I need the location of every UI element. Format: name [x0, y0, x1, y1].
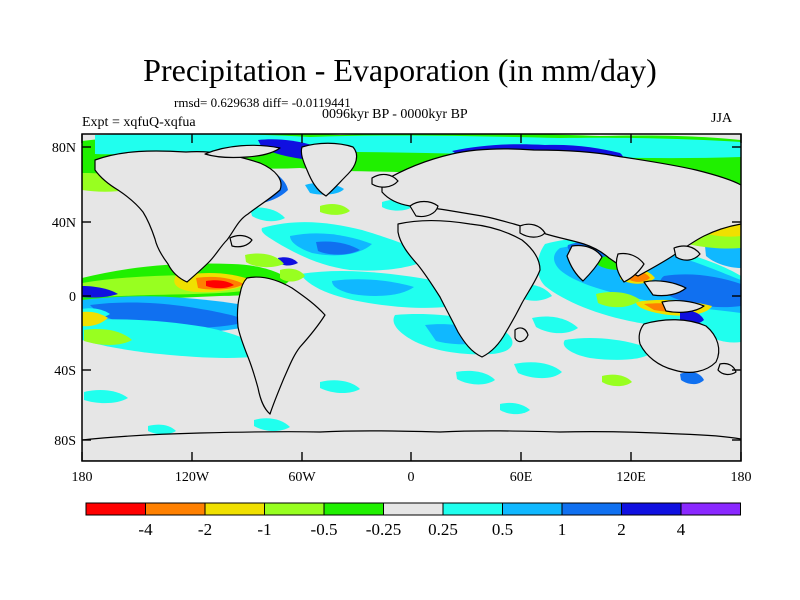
period-text: 0096kyr BP - 0000kyr BP — [322, 107, 468, 122]
colorbar-label-3: -0.5 — [311, 520, 338, 539]
colorbar-label-1: -2 — [198, 520, 212, 539]
colorbar-label-5: 0.25 — [428, 520, 458, 539]
colorbar-segment — [442, 502, 503, 516]
lat-label-80n: 80N — [52, 141, 76, 156]
lat-label-40n: 40N — [52, 216, 76, 231]
colorbar-labels: -4 -2 -1 -0.5 -0.25 0.25 0.5 1 2 4 — [138, 520, 685, 539]
latitude-labels: 80N 40N 0 40S 80S — [52, 141, 76, 449]
colorbar — [85, 502, 741, 516]
colorbar-label-8: 2 — [617, 520, 626, 539]
colorbar-label-6: 0.5 — [492, 520, 513, 539]
lon-label-180-left: 180 — [72, 470, 93, 485]
colorbar-segment — [502, 502, 563, 516]
lon-label-60e: 60E — [510, 470, 533, 485]
longitude-labels: 180 120W 60W 0 60E 120E 180 — [72, 470, 752, 485]
colorbar-label-4: -0.25 — [366, 520, 401, 539]
lat-label-80s: 80S — [54, 434, 76, 449]
lon-label-180-right: 180 — [731, 470, 752, 485]
plot-title: Precipitation - Evaporation (in mm/day) — [143, 52, 657, 88]
colorbar-segment — [145, 502, 206, 516]
colorbar-label-2: -1 — [257, 520, 271, 539]
season-label: JJA — [711, 111, 733, 126]
lon-label-0: 0 — [408, 470, 415, 485]
coastlines — [82, 142, 741, 461]
colorbar-segment — [204, 502, 265, 516]
lon-label-120e: 120E — [616, 470, 646, 485]
lat-label-0: 0 — [69, 290, 76, 305]
colorbar-label-9: 4 — [677, 520, 686, 539]
colorbar-label-0: -4 — [138, 520, 153, 539]
longitude-ticks — [81, 134, 742, 461]
experiment-label: Expt = xqfuQ-xqfua — [82, 115, 196, 130]
lon-label-120w: 120W — [175, 470, 210, 485]
colorbar-segment — [561, 502, 622, 516]
colorbar-segment — [323, 502, 384, 516]
stats-text: rmsd= 0.629638 diff= -0.0119441 — [174, 95, 351, 110]
colorbar-label-7: 1 — [558, 520, 567, 539]
lon-label-60w: 60W — [288, 470, 316, 485]
colorbar-segment — [85, 502, 146, 516]
lat-label-40s: 40S — [54, 364, 76, 379]
colorbar-segment — [383, 502, 444, 516]
map-field — [82, 134, 741, 461]
latitude-ticks — [82, 146, 741, 441]
colorbar-segment — [621, 502, 682, 516]
colorbar-segment — [264, 502, 325, 516]
colorbar-segment — [680, 502, 741, 516]
